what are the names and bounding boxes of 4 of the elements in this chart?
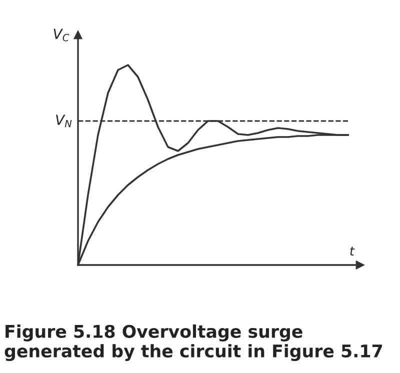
y-axis-title: V$_{C}$ [54,28,70,42]
caption: Figure 5.18 Overvoltage surge generated by the circuit in Figure 5.17 [4,324,382,362]
x-axis-title: t [350,246,355,256]
ref-line-label: V$_{N}$ [56,114,72,128]
